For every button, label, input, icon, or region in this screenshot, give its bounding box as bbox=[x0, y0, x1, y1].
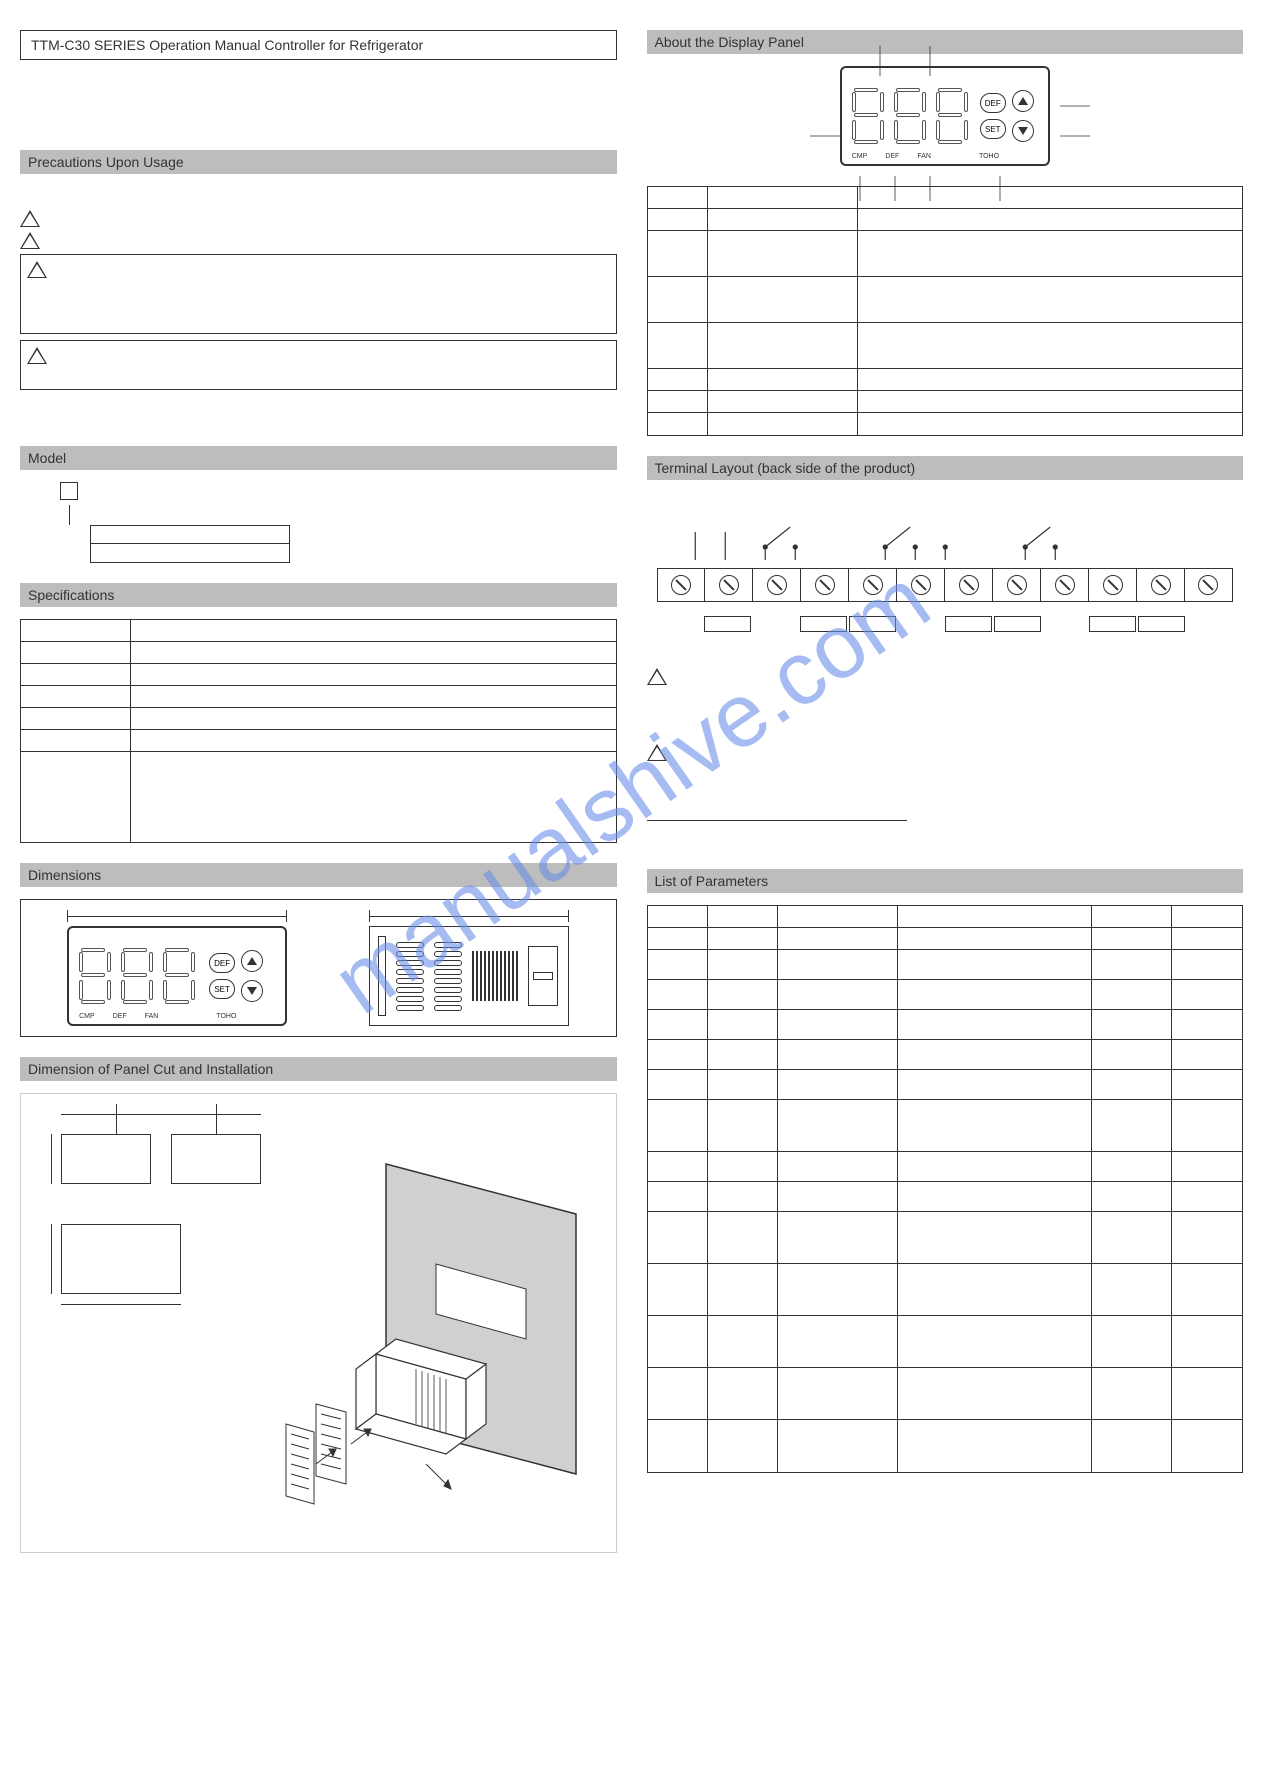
warning-icon bbox=[20, 232, 40, 250]
warning-icon bbox=[20, 210, 40, 228]
cmp-led-label: CMP bbox=[852, 153, 868, 160]
def-button-drawing: DEF bbox=[209, 953, 235, 973]
section-params: List of Parameters bbox=[647, 869, 1244, 893]
display-panel-figure: DEF SET CMP DEF FAN TOHO bbox=[647, 66, 1244, 166]
warning-row bbox=[20, 210, 617, 228]
fan-led-label: FAN bbox=[145, 1013, 159, 1020]
install-iso-drawing bbox=[266, 1154, 586, 1534]
fan-led-label: FAN bbox=[917, 153, 931, 160]
spec-table bbox=[20, 619, 617, 843]
section-precautions: Precautions Upon Usage bbox=[20, 150, 617, 174]
cmp-led-label: CMP bbox=[79, 1013, 95, 1020]
def-button-drawing: DEF bbox=[980, 93, 1006, 113]
param-table bbox=[647, 905, 1244, 1473]
set-button-drawing: SET bbox=[209, 979, 235, 999]
terminal-figure bbox=[647, 492, 1244, 652]
up-button-drawing bbox=[1012, 90, 1034, 112]
section-terminal: Terminal Layout (back side of the produc… bbox=[647, 456, 1244, 480]
terminal-strip bbox=[657, 568, 1234, 602]
brand-label: TOHO bbox=[216, 1013, 236, 1020]
down-button-drawing bbox=[1012, 120, 1034, 142]
precaution-box bbox=[20, 340, 617, 390]
front-panel-drawing: DEF SET CMP DEF FAN TOHO bbox=[67, 926, 287, 1026]
warning-row bbox=[20, 232, 617, 250]
dimensions-figure: DEF SET CMP DEF FAN TOHO bbox=[20, 899, 617, 1037]
def-led-label: DEF bbox=[113, 1013, 127, 1020]
warning-icon bbox=[27, 347, 47, 365]
right-column: About the Display Panel bbox=[647, 30, 1244, 1553]
up-button-drawing bbox=[241, 950, 263, 972]
divider-line bbox=[647, 820, 907, 821]
brand-label: TOHO bbox=[979, 153, 999, 160]
section-specifications: Specifications bbox=[20, 583, 617, 607]
warning-icon bbox=[27, 261, 47, 279]
model-diagram bbox=[60, 482, 617, 563]
document-title: TTM-C30 SERIES Operation Manual Controll… bbox=[20, 30, 617, 60]
terminal-warning-2 bbox=[647, 744, 1244, 804]
down-button-drawing bbox=[241, 980, 263, 1002]
left-column: TTM-C30 SERIES Operation Manual Controll… bbox=[20, 30, 617, 1553]
panelcut-figure bbox=[20, 1093, 617, 1553]
def-led-label: DEF bbox=[885, 153, 899, 160]
section-model: Model bbox=[20, 446, 617, 470]
section-dimensions: Dimensions bbox=[20, 863, 617, 887]
terminal-labels bbox=[657, 616, 1234, 632]
section-panelcut: Dimension of Panel Cut and Installation bbox=[20, 1057, 617, 1081]
precaution-box bbox=[20, 254, 617, 334]
warning-icon bbox=[647, 744, 667, 762]
set-button-drawing: SET bbox=[980, 119, 1006, 139]
side-panel-drawing bbox=[369, 926, 569, 1026]
terminal-warning-1 bbox=[647, 668, 1244, 728]
section-display: About the Display Panel bbox=[647, 30, 1244, 54]
warning-icon bbox=[647, 668, 667, 686]
display-table bbox=[647, 186, 1244, 436]
